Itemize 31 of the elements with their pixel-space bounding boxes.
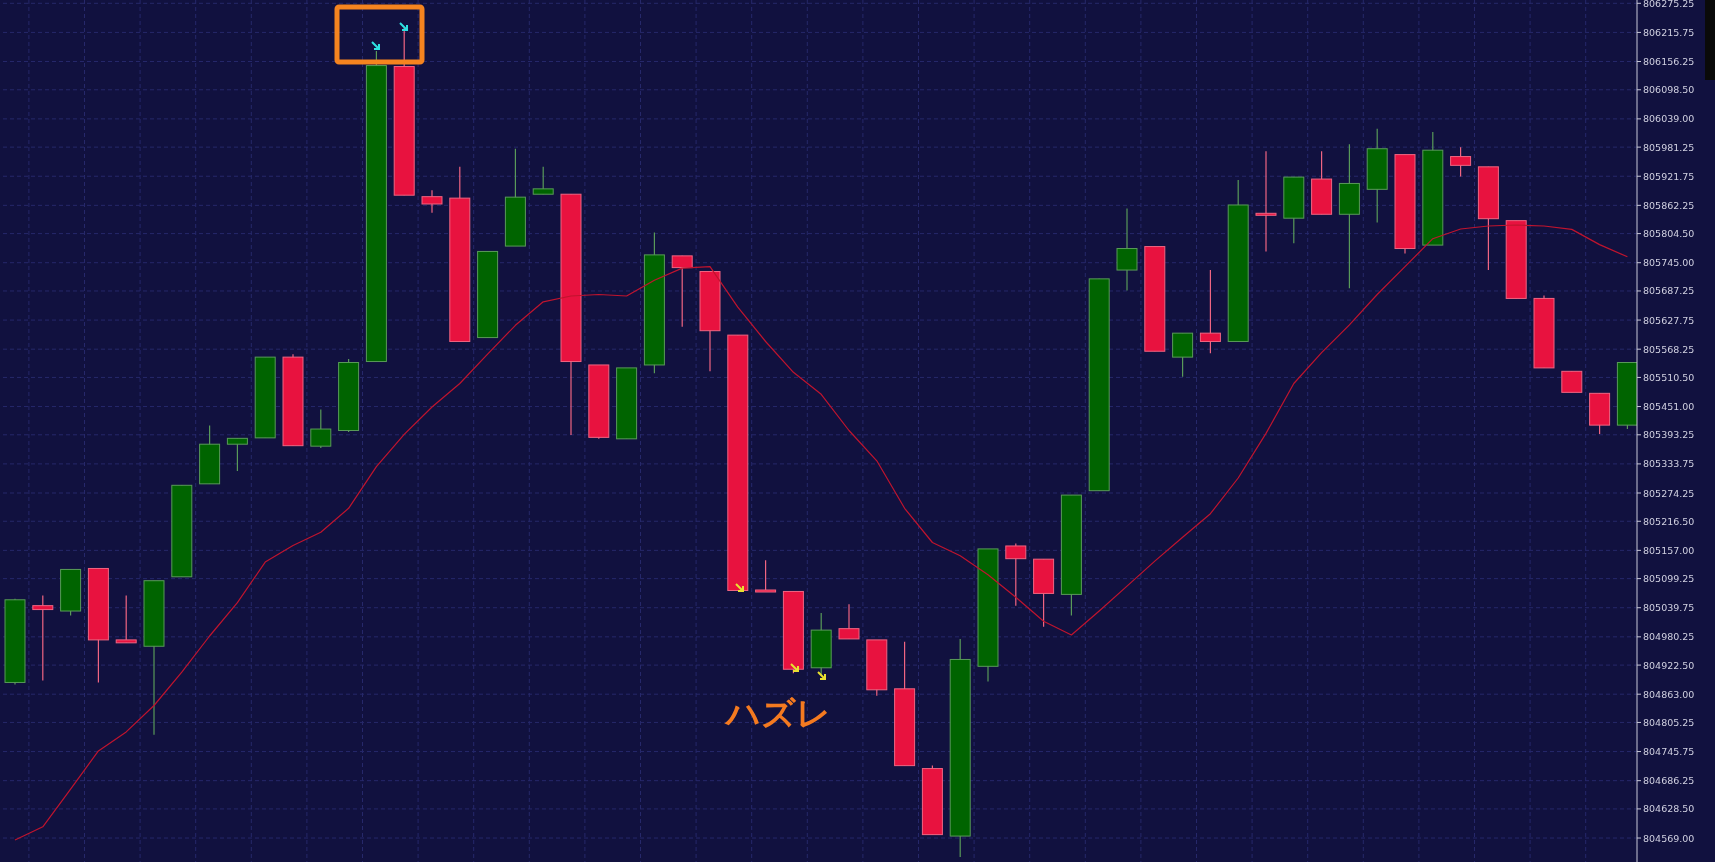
y-tick-label: 805039.75 — [1643, 602, 1695, 614]
y-tick-label: 805099.25 — [1643, 573, 1695, 585]
y-tick-label: 806156.25 — [1643, 56, 1695, 68]
y-tick-label: 805862.25 — [1643, 199, 1695, 211]
y-tick-label: 805216.50 — [1643, 515, 1695, 527]
y-tick-label: 804569.00 — [1643, 832, 1695, 844]
y-tick-label: 805981.25 — [1643, 141, 1695, 153]
annotation: ハズレ — [723, 693, 831, 733]
y-tick-label: 804980.25 — [1643, 631, 1695, 643]
y-tick-label: 806215.75 — [1643, 26, 1695, 38]
y-tick-label: 805451.00 — [1643, 401, 1695, 413]
y-tick-label: 805274.25 — [1643, 487, 1695, 499]
y-tick-label: 806275.25 — [1643, 0, 1695, 9]
y-tick-label: 805333.75 — [1643, 458, 1695, 470]
y-tick-label: 805157.00 — [1643, 544, 1695, 556]
y-tick-label: 805804.50 — [1643, 228, 1695, 240]
y-tick-label: 804745.75 — [1643, 746, 1695, 758]
y-tick-label: 804628.50 — [1643, 803, 1695, 815]
y-tick-label: 805745.00 — [1643, 257, 1695, 269]
y-tick-label: 806039.00 — [1643, 113, 1695, 125]
y-tick-label: 804805.25 — [1643, 716, 1695, 728]
y-tick-label: 805510.50 — [1643, 371, 1695, 383]
y-tick-label: 806098.50 — [1643, 84, 1695, 96]
y-tick-label: 805687.25 — [1643, 285, 1695, 297]
y-tick-label: 805627.75 — [1643, 314, 1695, 326]
y-tick-label: 805393.25 — [1643, 429, 1695, 441]
y-tick-label: 804863.00 — [1643, 688, 1695, 700]
y-tick-label: 805921.75 — [1643, 170, 1695, 182]
y-tick-label: 805568.25 — [1643, 343, 1695, 355]
y-tick-label: 804922.50 — [1643, 659, 1695, 671]
y-tick-label: 804686.25 — [1643, 775, 1695, 787]
